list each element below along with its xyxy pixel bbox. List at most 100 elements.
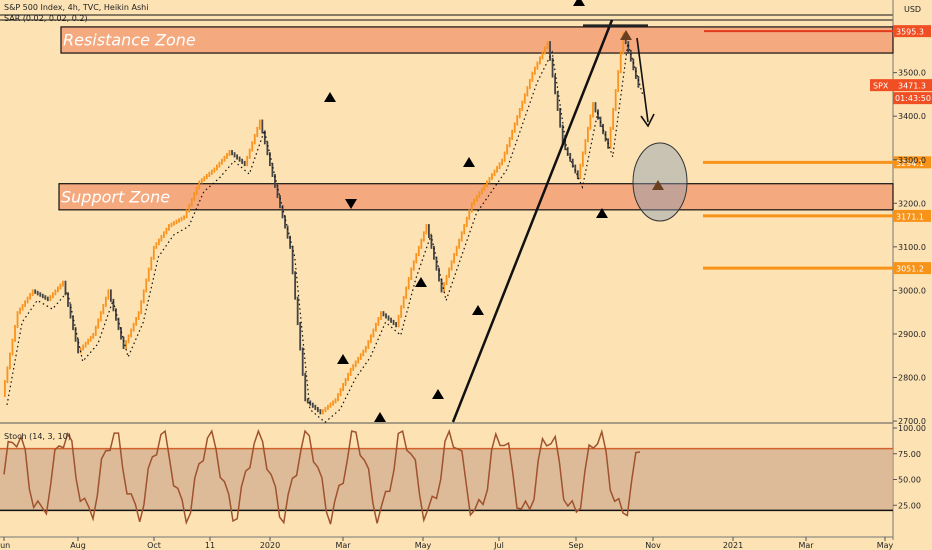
signal-triangle (472, 305, 484, 315)
candle (417, 245, 420, 257)
x-tick-label: Nov (645, 541, 661, 550)
candle (372, 328, 375, 338)
candle (137, 311, 140, 320)
candle (523, 93, 526, 104)
candle (296, 296, 299, 326)
candle (544, 46, 546, 55)
candle (34, 289, 37, 294)
candle (589, 114, 592, 130)
candle (122, 336, 125, 350)
candle (226, 152, 228, 159)
candle (110, 289, 112, 302)
candle (120, 327, 122, 340)
sar-dots (6, 43, 644, 424)
candle (463, 224, 466, 235)
candle (453, 253, 456, 264)
y-tick-label: 3400.0 (898, 112, 926, 121)
candle (592, 102, 594, 118)
candle (412, 260, 415, 271)
candle (132, 322, 135, 332)
candle (566, 147, 569, 156)
candle (597, 109, 599, 120)
candle (163, 231, 165, 238)
candle (359, 353, 362, 360)
stoch-tick-label: 100.00 (898, 424, 926, 433)
arrow-head (640, 113, 655, 128)
candle (261, 119, 264, 134)
candle (284, 215, 286, 229)
candle (400, 305, 403, 318)
candle (125, 340, 127, 350)
candle (142, 289, 145, 304)
signal-triangle (652, 180, 664, 190)
candle (69, 303, 72, 319)
candle (183, 215, 185, 220)
candle (218, 161, 221, 168)
candle (200, 178, 203, 184)
candle (571, 158, 574, 168)
candle (468, 209, 471, 220)
candle (539, 56, 541, 65)
candle (382, 311, 385, 317)
stoch-tick-label: 75.00 (898, 450, 921, 459)
candle (87, 338, 90, 345)
price-level-label: 3171.1 (896, 212, 924, 221)
x-tick-label: Sep (568, 541, 583, 550)
signal-triangle (337, 354, 349, 364)
candle (155, 242, 158, 249)
resistance-zone-label: Resistance Zone (63, 31, 196, 50)
candle (246, 155, 249, 167)
candle (319, 409, 322, 415)
candle (397, 314, 400, 328)
x-tick-label: Oct (147, 541, 161, 550)
candle (160, 234, 163, 242)
candle (395, 322, 397, 328)
candle (569, 152, 572, 162)
candle (402, 295, 405, 309)
candle (46, 296, 49, 302)
candle (559, 107, 562, 128)
candle (491, 173, 493, 180)
trend-line (451, 19, 614, 423)
candle (339, 388, 342, 397)
candle (450, 260, 453, 271)
candle (357, 356, 360, 364)
candle (77, 338, 79, 354)
candle (460, 231, 463, 242)
x-tick-label: Aug (70, 541, 86, 550)
candle (26, 296, 29, 304)
candle (458, 238, 461, 249)
sar-label: SAR (0.02, 0.02, 0.2) (4, 14, 88, 23)
candle (49, 295, 52, 302)
candle (518, 107, 521, 119)
candle (438, 267, 440, 282)
candle (344, 377, 347, 387)
candle (253, 134, 256, 145)
candle (587, 126, 589, 143)
candle (216, 164, 218, 171)
candle (564, 141, 567, 151)
candle (554, 74, 556, 95)
stoch-tick-label: 25.00 (898, 501, 921, 510)
candle (238, 156, 241, 162)
candle (44, 295, 47, 300)
candle (107, 289, 110, 300)
candle (251, 141, 254, 152)
candle (629, 49, 632, 62)
candle (173, 221, 175, 226)
candle (576, 170, 579, 180)
candle (157, 238, 160, 246)
last-price-label: 3471.3 (898, 82, 926, 91)
candle (316, 406, 319, 413)
signal-triangle (374, 412, 386, 422)
candle (546, 41, 549, 50)
candle (198, 180, 201, 190)
candle (581, 151, 584, 167)
candle (362, 349, 365, 357)
candle (19, 307, 21, 315)
candle (528, 78, 531, 90)
candle (506, 144, 509, 155)
candle (501, 158, 503, 166)
candle (390, 317, 392, 323)
